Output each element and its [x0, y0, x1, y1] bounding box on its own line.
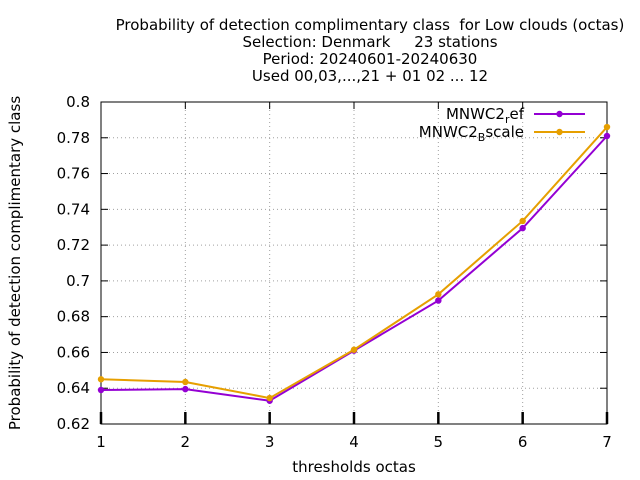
legend-label-subscript: B	[478, 131, 486, 144]
x-tick-label: 5	[434, 433, 444, 451]
legend-entry: MNWC2Bscale	[419, 123, 585, 144]
data-point	[435, 297, 442, 304]
legend-swatch-marker	[556, 128, 563, 136]
x-tick-label: 6	[518, 433, 528, 451]
data-point	[435, 291, 442, 298]
series-MNWC2_Bscale	[97, 123, 611, 402]
data-point	[603, 123, 611, 131]
data-point	[603, 132, 611, 140]
legend-label-main: MNWC2	[419, 123, 478, 141]
legend-swatch-marker	[556, 110, 563, 118]
chart-title-line-1: Probability of detection complimentary c…	[115, 16, 625, 34]
chart-title-line-2: Selection: Denmark 23 stations	[242, 33, 498, 51]
y-tick-label: 0.66	[57, 343, 90, 361]
y-tick-label: 0.7	[66, 272, 90, 290]
y-tick-label: 0.62	[57, 415, 90, 433]
x-tick-label: 1	[96, 433, 106, 451]
data-point	[519, 224, 526, 232]
data-point	[519, 217, 526, 225]
y-tick-label: 0.8	[66, 93, 90, 111]
y-tick-label: 0.64	[57, 379, 90, 397]
data-point	[350, 346, 358, 353]
y-tick-label: 0.72	[57, 236, 90, 254]
y-tick-label: 0.68	[57, 308, 90, 326]
series-line	[100, 135, 608, 402]
legend-label: MNWC2ref	[446, 105, 525, 126]
chart-title-line-4: Used 00,03,...,21 + 01 02 ... 12	[251, 67, 489, 85]
data-point	[266, 394, 273, 402]
x-tick-label: 4	[349, 433, 359, 451]
series-group	[97, 123, 611, 404]
x-axis-label: thresholds octas	[292, 458, 416, 476]
x-tick-label: 2	[181, 433, 191, 451]
legend-label-subscript: r	[505, 113, 510, 126]
data-point	[182, 385, 189, 393]
chart-title-line-3: Period: 20240601-20240630	[262, 50, 478, 68]
y-tick-label: 0.76	[57, 165, 90, 183]
legend-label-tail: scale	[485, 123, 524, 141]
legend-entry: MNWC2ref	[446, 105, 585, 126]
x-tick-label: 7	[602, 433, 612, 451]
y-tick-label: 0.78	[57, 129, 90, 147]
y-tick-label: 0.74	[57, 200, 90, 218]
axis-ticks: 0.62 0.64 0.66 0.68 0.7 0.72 0.74 0.76 0.78 0.8 1 2…	[57, 93, 612, 451]
y-axis-label: Probability of detection complimentary c…	[6, 96, 24, 430]
data-point	[182, 378, 189, 386]
legend-label: MNWC2Bscale	[419, 123, 524, 144]
legend-label-tail: ef	[509, 105, 524, 123]
data-point	[97, 376, 105, 383]
x-tick-label: 3	[265, 433, 275, 451]
data-point	[97, 386, 105, 394]
grid	[101, 102, 607, 424]
legend-label-main: MNWC2	[446, 105, 505, 123]
